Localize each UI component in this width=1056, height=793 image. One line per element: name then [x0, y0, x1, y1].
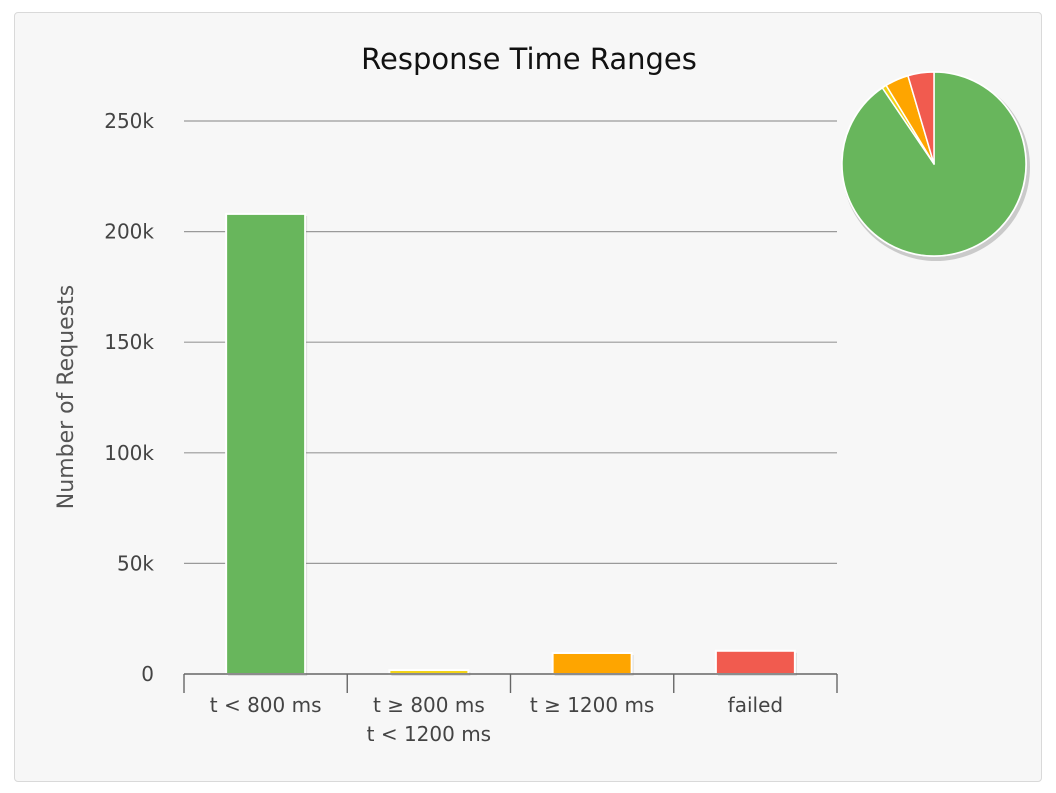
x-axis-labels: t < 800 ms t ≥ 800 ms t < 1200 ms t ≥ 1200 … [210, 693, 783, 746]
y-tick-label: 200k [104, 220, 154, 244]
chart-title: Response Time Ranges [361, 42, 697, 76]
y-tick-label: 250k [104, 109, 154, 133]
x-tick-label: t < 800 ms [210, 693, 322, 717]
x-tick-label: t ≥ 1200 ms [530, 693, 654, 717]
bar-2[interactable] [551, 651, 633, 676]
y-tick-label: 0 [141, 662, 154, 686]
x-axis [183, 673, 838, 693]
x-tick-label: failed [728, 693, 783, 717]
chart-panel: Response Time Ranges Number of Requests … [14, 12, 1042, 782]
y-tick-label: 50k [117, 551, 154, 575]
y-axis-title: Number of Requests [54, 285, 79, 509]
y-axis-ticks: 0 50k 100k 150k 200k 250k [104, 109, 154, 686]
response-time-chart: Response Time Ranges Number of Requests … [54, 42, 1030, 746]
bar-series [225, 212, 797, 677]
x-tick-label: t < 1200 ms [367, 722, 491, 746]
y-tick-label: 150k [104, 330, 154, 354]
x-tick-label: t ≥ 800 ms [373, 693, 485, 717]
pie-slice-3[interactable] [907, 71, 935, 165]
bar-3[interactable] [714, 649, 796, 675]
bar-0[interactable] [225, 212, 307, 676]
inset-pie-chart [841, 71, 1030, 261]
y-tick-label: 100k [104, 441, 154, 465]
